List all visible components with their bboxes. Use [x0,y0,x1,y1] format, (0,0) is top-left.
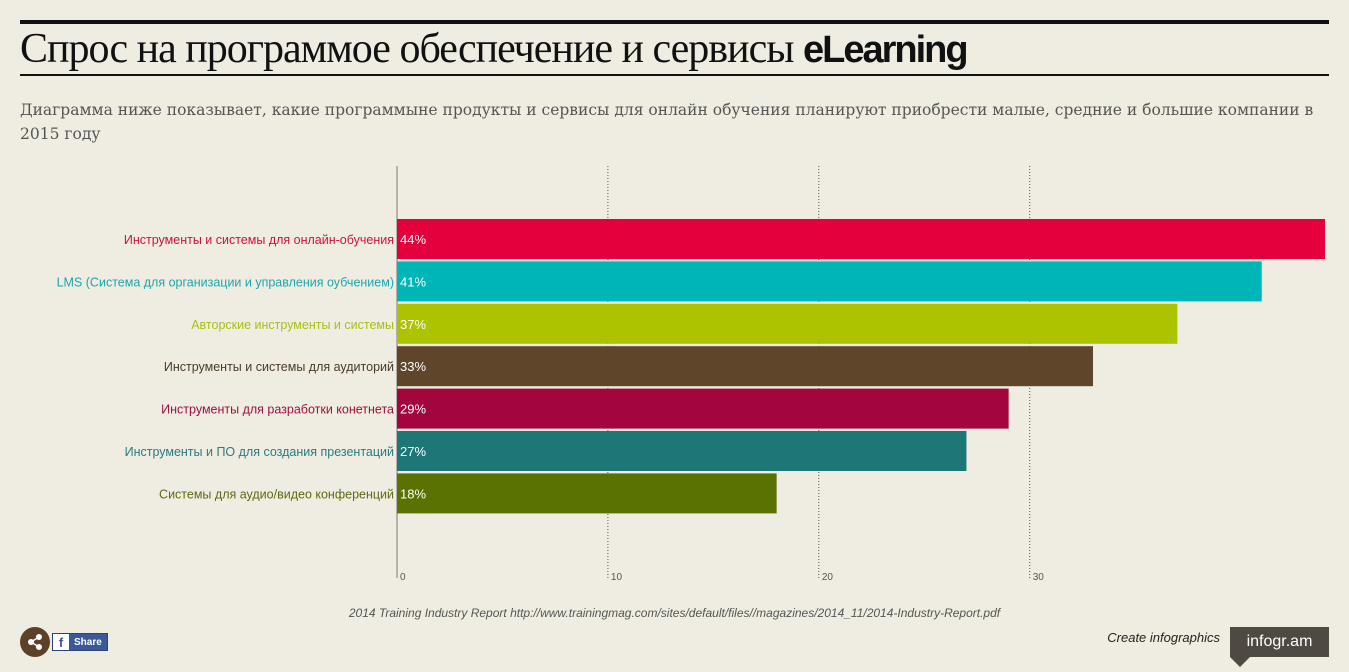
bar [397,303,1178,344]
facebook-share-button[interactable]: f Share [52,633,108,651]
facebook-icon: f [53,634,69,650]
badge-tail-icon [1230,657,1250,667]
bar-value-label: 29% [400,402,426,417]
title-rule [20,74,1329,76]
bar [397,219,1325,259]
x-tick-label: 10 [611,572,623,583]
bar [397,431,967,471]
source-note: 2014 Training Industry Report http://www… [348,606,1001,620]
bar-value-label: 41% [400,274,426,289]
category-label: Инструменты для разработки конетнета [161,403,394,417]
bar-value-label: 37% [400,317,426,332]
share-button[interactable] [20,627,50,657]
x-tick-label: 30 [1033,572,1045,583]
category-label: Авторские инструменты и системы [191,318,394,332]
category-label: LMS (Система для организации и управлени… [57,275,394,289]
bar [397,388,1009,429]
title-brand: eLearning [802,29,969,71]
category-label: Инструменты и ПО для создания презентаци… [125,445,394,459]
facebook-share-label: Share [74,636,102,648]
chart-subtitle: Диаграмма ниже показывает, какие програм… [20,101,1314,143]
x-tick-label: 20 [822,572,834,583]
infogram-logo[interactable]: infogr.am [1230,627,1329,657]
bar [397,346,1093,387]
share-icon [28,634,42,650]
x-tick-label: 0 [400,572,406,583]
bar [397,473,777,514]
bar-value-label: 18% [400,486,426,501]
category-label: Инструменты и системы для онлайн-обучени… [124,233,394,247]
bar-value-label: 44% [400,232,426,247]
create-infographics-link[interactable]: Create infographics [1107,630,1220,645]
category-label: Инструменты и системы для аудиторий [164,360,394,374]
page-title: Спрос на программое обеспечение и сервис… [20,26,969,72]
bar [397,261,1262,302]
bar-value-label: 27% [400,444,426,459]
title-text: Спрос на программое обеспечение и сервис… [20,26,803,72]
bar-value-label: 33% [400,359,426,374]
top-rule [20,20,1329,24]
category-label: Системы для аудио/видео конференций [159,487,394,501]
